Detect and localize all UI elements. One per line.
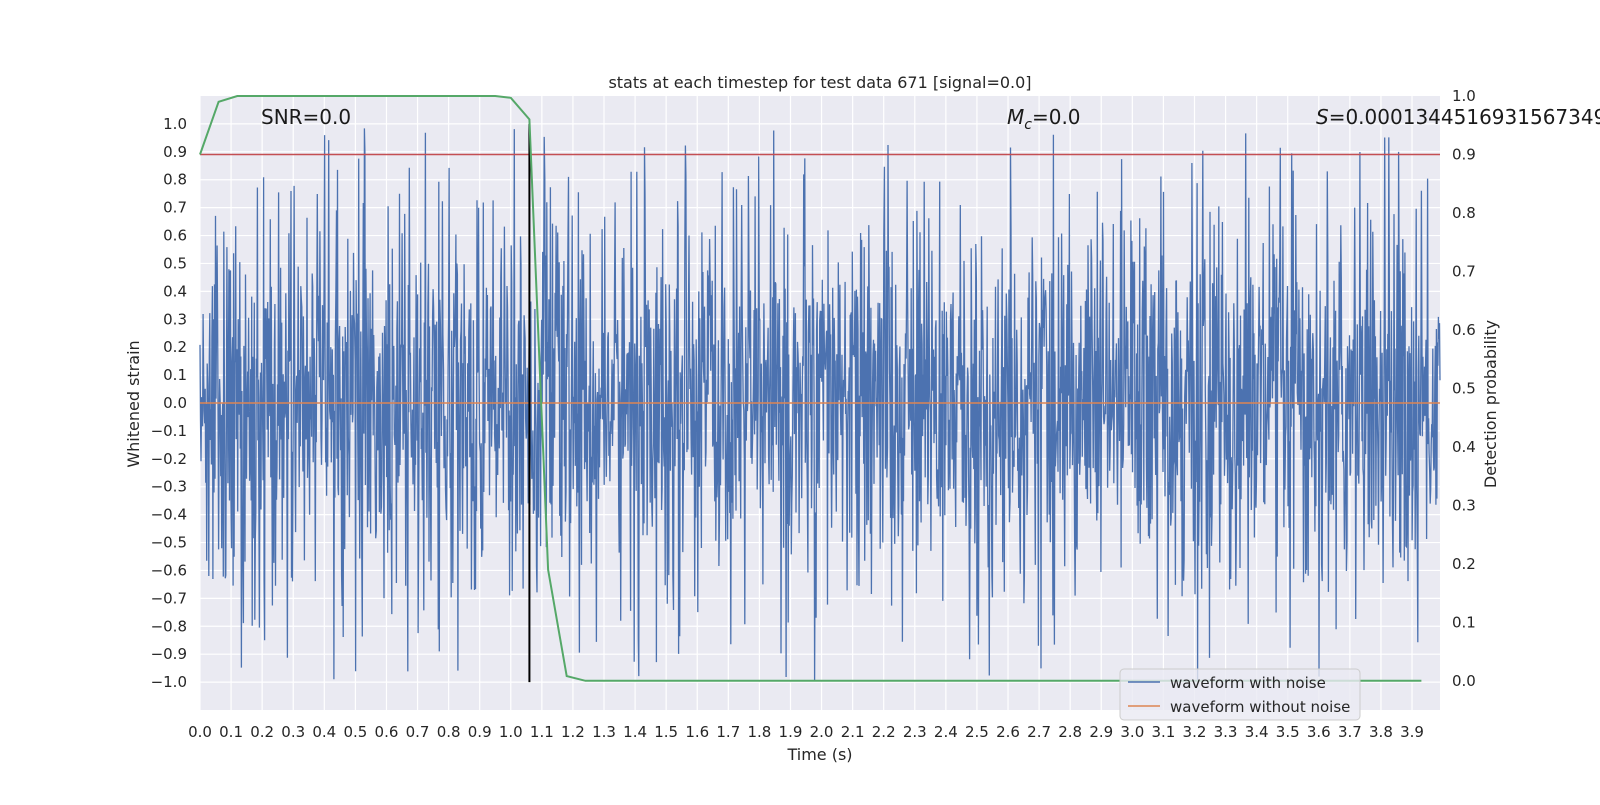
x-tick-label: 2.0 <box>810 723 834 741</box>
legend-box <box>1119 668 1361 721</box>
s-annotation: S=0.00013445169315673494 <box>1316 105 1600 129</box>
x-tick-label: 0.7 <box>406 723 430 741</box>
series-waveform-with-noise <box>199 128 1441 682</box>
y-left-tick-label: 0.3 <box>163 310 187 328</box>
x-tick-label: 3.1 <box>1151 723 1175 741</box>
x-tick-label: 1.9 <box>779 723 803 741</box>
x-tick-label: 2.9 <box>1089 723 1113 741</box>
y-left-tick-label: 0.1 <box>163 366 187 384</box>
x-tick-label: 2.8 <box>1058 723 1082 741</box>
x-tick-label: 2.5 <box>965 723 989 741</box>
x-tick-label: 2.7 <box>1027 723 1051 741</box>
y-left-tick-label: 1.0 <box>163 115 187 133</box>
y-right-axis-label: Detection probability <box>1481 320 1500 488</box>
y-right-tick-labels: 1.0 0.9 0.8 0.7 0.6 0.5 0.4 0.3 0.2 0.1 0.0 <box>1452 87 1476 690</box>
y-left-tick-label: −0.7 <box>151 589 187 607</box>
snr-annotation: SNR=0.0 <box>261 105 351 129</box>
y-left-tick-label: 0.7 <box>163 199 187 217</box>
x-tick-label: 3.6 <box>1307 723 1331 741</box>
x-tick-label: 3.2 <box>1183 723 1207 741</box>
y-left-tick-label: 0.9 <box>163 143 187 161</box>
x-tick-label: 0.4 <box>312 723 336 741</box>
x-tick-label: 3.0 <box>1120 723 1144 741</box>
x-tick-label: 2.4 <box>934 723 958 741</box>
y-right-tick-label: 0.1 <box>1452 613 1476 631</box>
x-tick-labels: 0.0 0.1 0.2 0.3 0.4 0.5 0.6 0.7 0.8 0.9 1.0 1.1 1.2 1… <box>188 723 1424 741</box>
s-value: =0.00013445169315673494 <box>1329 105 1600 129</box>
x-tick-label: 0.9 <box>468 723 492 741</box>
y-left-tick-label: −0.9 <box>151 645 187 663</box>
x-tick-label: 1.1 <box>530 723 554 741</box>
x-tick-label: 3.7 <box>1338 723 1362 741</box>
y-left-tick-label: 0.2 <box>163 338 187 356</box>
x-tick-label: 1.6 <box>685 723 709 741</box>
y-right-tick-label: 0.7 <box>1452 262 1476 280</box>
noise-waveform <box>199 128 1441 682</box>
x-tick-label: 0.8 <box>437 723 461 741</box>
y-left-tick-label: 0.6 <box>163 227 187 245</box>
legend-label-noise: waveform with noise <box>1170 674 1326 692</box>
x-tick-label: 3.9 <box>1400 723 1424 741</box>
mc-symbol: M <box>1007 105 1024 129</box>
x-tick-label: 1.8 <box>747 723 771 741</box>
y-right-tick-label: 1.0 <box>1452 87 1476 105</box>
y-left-tick-label: −0.3 <box>151 478 187 496</box>
y-left-tick-label: −0.2 <box>151 450 187 468</box>
y-left-tick-label: 0.4 <box>163 282 187 300</box>
x-tick-label: 1.5 <box>654 723 678 741</box>
x-tick-label: 3.4 <box>1245 723 1269 741</box>
y-left-tick-label: −1.0 <box>151 673 187 691</box>
y-right-tick-label: 0.0 <box>1452 672 1476 690</box>
x-tick-label: 1.3 <box>592 723 616 741</box>
y-right-tick-label: 0.8 <box>1452 204 1476 222</box>
series-detection-probability <box>199 95 1422 682</box>
mc-annotation: Mc=0.0 <box>1007 105 1081 133</box>
x-tick-label: 0.6 <box>375 723 399 741</box>
y-right-tick-label: 0.2 <box>1452 555 1476 573</box>
x-tick-label: 0.0 <box>188 723 212 741</box>
legend: waveform with noise waveform without noi… <box>1119 668 1361 721</box>
legend-label-clean: waveform without noise <box>1170 698 1350 716</box>
y-right-tick-label: 0.4 <box>1452 438 1476 456</box>
x-axis-label: Time (s) <box>786 745 852 764</box>
y-left-tick-label: −0.1 <box>151 422 187 440</box>
y-left-tick-labels: 1.0 0.9 0.8 0.7 0.6 0.5 0.4 0.3 0.2 0.1 0.0 −0.1 −0.… <box>151 115 187 691</box>
mc-subscript: c <box>1024 117 1032 133</box>
x-tick-label: 3.8 <box>1369 723 1393 741</box>
y-right-tick-label: 0.5 <box>1452 379 1476 397</box>
y-right-tick-label: 0.6 <box>1452 321 1476 339</box>
y-left-axis-label: Whitened strain <box>124 340 143 467</box>
y-left-tick-label: 0.8 <box>163 171 187 189</box>
x-tick-label: 1.7 <box>716 723 740 741</box>
y-left-tick-label: −0.6 <box>151 561 187 579</box>
y-left-tick-label: 0.0 <box>163 394 187 412</box>
s-symbol: S <box>1316 105 1329 129</box>
y-left-tick-label: −0.8 <box>151 617 187 635</box>
x-tick-label: 0.2 <box>250 723 274 741</box>
y-left-tick-label: −0.5 <box>151 534 187 552</box>
x-tick-label: 3.3 <box>1214 723 1238 741</box>
chart-title: stats at each timestep for test data 671… <box>608 73 1031 92</box>
y-right-tick-label: 0.3 <box>1452 496 1476 514</box>
y-left-tick-label: −0.4 <box>151 506 187 524</box>
x-tick-label: 0.5 <box>343 723 367 741</box>
overlay-lines <box>199 95 1440 683</box>
y-right-tick-label: 0.9 <box>1452 145 1476 163</box>
y-left-tick-label: 0.5 <box>163 254 187 272</box>
x-tick-label: 3.5 <box>1276 723 1300 741</box>
x-tick-label: 0.3 <box>281 723 305 741</box>
x-tick-label: 2.2 <box>872 723 896 741</box>
x-tick-label: 1.4 <box>623 723 647 741</box>
x-tick-label: 1.0 <box>499 723 523 741</box>
x-tick-label: 2.1 <box>841 723 865 741</box>
x-tick-label: 0.1 <box>219 723 243 741</box>
mc-value: =0.0 <box>1032 105 1081 129</box>
x-tick-label: 2.6 <box>996 723 1020 741</box>
x-tick-label: 1.2 <box>561 723 585 741</box>
x-tick-label: 2.3 <box>903 723 927 741</box>
